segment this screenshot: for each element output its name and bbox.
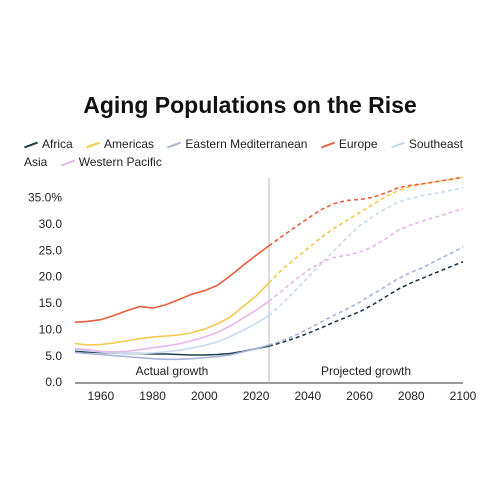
- x-tick-label: 2000: [191, 389, 218, 403]
- y-tick-label: 25.0: [39, 243, 63, 257]
- actual-line: [74, 300, 270, 353]
- legend-item: Western Pacific: [60, 155, 162, 169]
- legend-label: Europe: [338, 137, 378, 151]
- projected-line: [268, 187, 464, 317]
- projected-line: [268, 208, 464, 302]
- y-tick-label: 30.0: [39, 217, 63, 231]
- x-tick-label: 1960: [88, 389, 115, 403]
- y-tick-label: 5.0: [45, 349, 62, 363]
- annotation: Actual growth: [136, 364, 209, 378]
- legend-label: Western Pacific: [78, 155, 162, 169]
- x-tick-label: 2040: [294, 389, 321, 403]
- chart-title: Aging Populations on the Rise: [83, 92, 417, 118]
- projected-line: [268, 260, 464, 347]
- projected-line: [268, 176, 464, 284]
- x-tick-label: 2020: [243, 389, 270, 403]
- legend-item: Southeast Asia: [24, 137, 463, 169]
- legend-label: Africa: [42, 137, 73, 151]
- actual-line: [74, 344, 270, 361]
- actual-line: [74, 314, 270, 355]
- actual-line: [74, 245, 270, 324]
- legend-item: Americas: [86, 137, 154, 151]
- x-tick-label: 1980: [139, 389, 166, 403]
- projected-line: [268, 176, 464, 247]
- x-tick-label: 2080: [398, 389, 425, 403]
- y-tick-label: 0.0: [45, 375, 62, 389]
- y-tick-label: 35.0%: [28, 191, 62, 205]
- legend-label: Eastern Mediterranean: [185, 137, 308, 151]
- legend-item: Eastern Mediterranean: [167, 137, 307, 151]
- y-tick-label: 15.0: [39, 296, 63, 310]
- y-tick-label: 10.0: [39, 322, 63, 336]
- legend-item: Europe: [320, 137, 378, 151]
- x-tick-label: 2100: [450, 389, 477, 403]
- legend-item: Africa: [24, 137, 73, 151]
- legend-label: Americas: [104, 137, 155, 151]
- projected-line: [268, 246, 464, 346]
- y-tick-label: 20.0: [39, 270, 63, 284]
- legend: Africa Americas Eastern Mediterranean Eu…: [24, 135, 464, 171]
- legend-label: Southeast Asia: [24, 137, 463, 169]
- actual-line: [74, 282, 270, 346]
- x-tick-label: 2060: [346, 389, 373, 403]
- annotation: Projected growth: [321, 364, 411, 378]
